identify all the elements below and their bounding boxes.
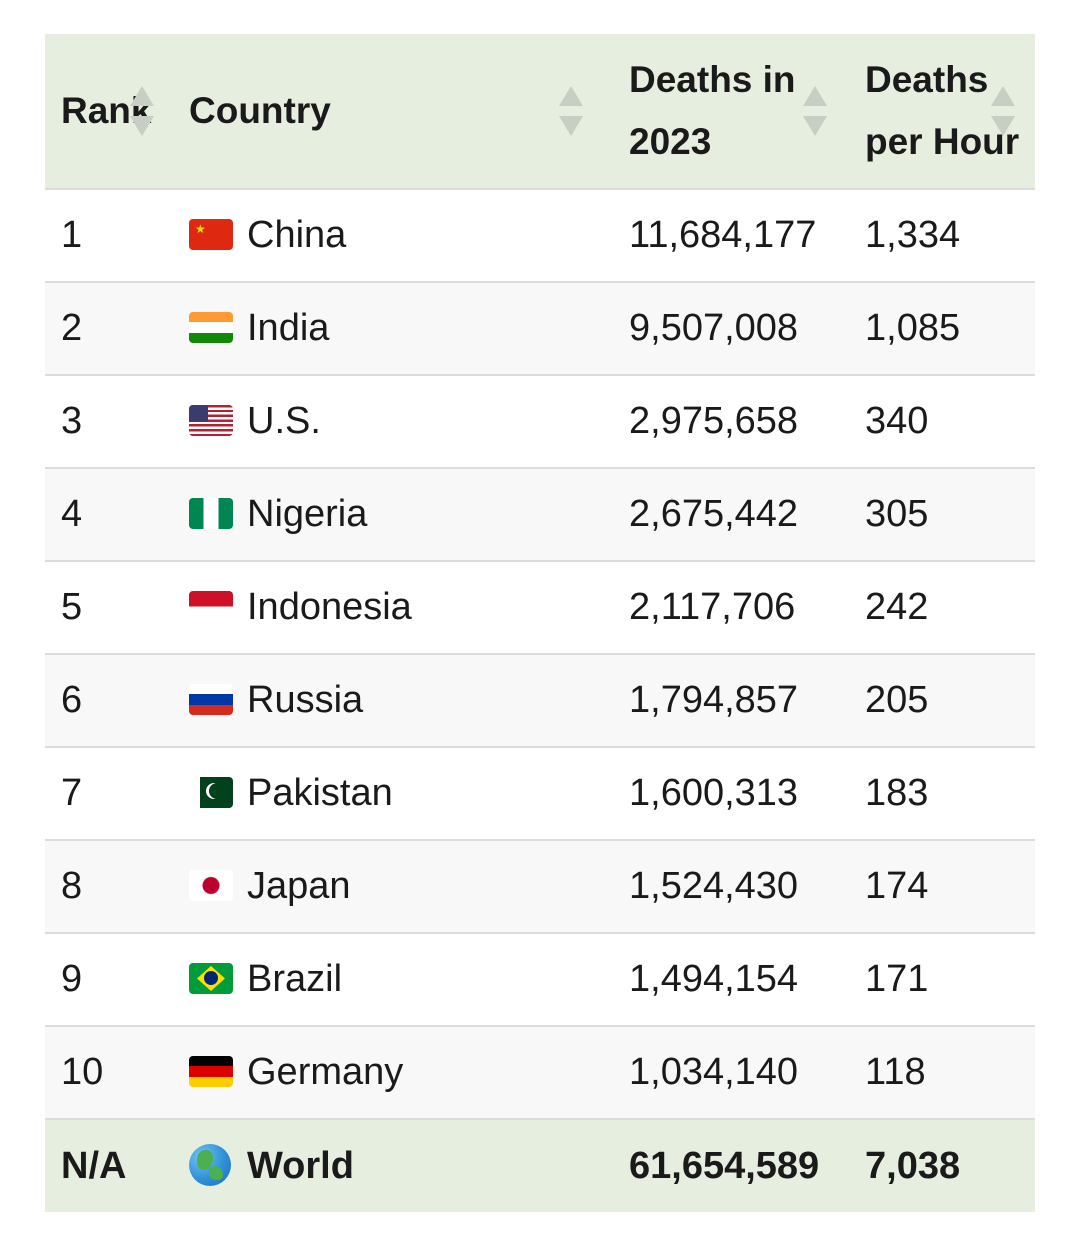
india-flag-icon — [189, 312, 233, 343]
rank-cell: 2 — [61, 307, 83, 349]
country-sort-icon[interactable] — [559, 86, 583, 136]
per-hour-sort-icon[interactable] — [991, 86, 1015, 136]
table-row: 2 India 9,507,008 1,085 — [45, 282, 1035, 375]
deaths-cell: 1,034,140 — [629, 1051, 799, 1093]
deaths-header-line2: 2023 — [629, 121, 712, 162]
deaths-column-header[interactable]: Deaths in 2023 — [613, 34, 849, 189]
deaths-sort-icon[interactable] — [803, 86, 827, 136]
table-row: 4 Nigeria 2,675,442 305 — [45, 468, 1035, 561]
country-cell: Brazil — [173, 933, 613, 1026]
deaths-cell: 1,600,313 — [629, 772, 799, 814]
rank-cell: 5 — [61, 586, 83, 628]
per-hour-header-line1: Deaths — [865, 59, 989, 100]
china-flag-icon: ★ — [189, 219, 233, 250]
country-name: World — [247, 1145, 354, 1187]
usa-flag-icon — [189, 405, 233, 436]
country-cell: Japan — [173, 840, 613, 933]
country-header-label: Country — [189, 90, 331, 131]
per-hour-cell: 183 — [865, 772, 929, 814]
per-hour-column-header[interactable]: Deaths per Hour — [849, 34, 1035, 189]
rank-cell: 4 — [61, 493, 83, 535]
country-cell: Russia — [173, 654, 613, 747]
country-name: India — [247, 307, 330, 349]
table-body: 1 ★ China 11,684,177 1,334 2 India 9,507,008 1,0… — [45, 189, 1035, 1212]
deaths-cell: 2,675,442 — [629, 493, 799, 535]
deaths-cell: 1,794,857 — [629, 679, 799, 721]
rank-cell: 10 — [61, 1051, 104, 1093]
table-row: 6 Russia 1,794,857 205 — [45, 654, 1035, 747]
per-hour-cell: 1,334 — [865, 214, 961, 256]
country-cell: Indonesia — [173, 561, 613, 654]
country-name: Japan — [247, 865, 351, 907]
country-cell: Germany — [173, 1026, 613, 1119]
country-cell: Pakistan — [173, 747, 613, 840]
country-name: Pakistan — [247, 772, 393, 814]
rank-column-header[interactable]: Rank — [45, 34, 173, 189]
indonesia-flag-icon — [189, 591, 233, 622]
per-hour-cell: 171 — [865, 958, 929, 1000]
deaths-table-container: Rank Country Deaths in 2023 Deaths per H… — [45, 34, 1035, 1212]
country-cell: World — [173, 1119, 613, 1212]
table-header-row: Rank Country Deaths in 2023 Deaths per H… — [45, 34, 1035, 189]
per-hour-cell: 1,085 — [865, 307, 961, 349]
per-hour-cell: 205 — [865, 679, 929, 721]
table-row: 5 Indonesia 2,117,706 242 — [45, 561, 1035, 654]
deaths-cell: 1,494,154 — [629, 958, 799, 1000]
per-hour-cell: 7,038 — [865, 1144, 961, 1187]
deaths-cell: 9,507,008 — [629, 307, 799, 349]
country-name: Germany — [247, 1051, 404, 1093]
rank-cell: N/A — [61, 1144, 127, 1187]
country-cell: ★ China — [173, 189, 613, 282]
rank-cell: 3 — [61, 400, 83, 442]
per-hour-cell: 118 — [865, 1051, 926, 1093]
country-name: Indonesia — [247, 586, 412, 628]
table-row: 10 Germany 1,034,140 118 — [45, 1026, 1035, 1119]
germany-flag-icon — [189, 1056, 233, 1087]
per-hour-cell: 305 — [865, 493, 929, 535]
deaths-cell: 1,524,430 — [629, 865, 799, 907]
country-cell: India — [173, 282, 613, 375]
rank-cell: 9 — [61, 958, 83, 1000]
per-hour-cell: 242 — [865, 586, 929, 628]
deaths-header-line1: Deaths in — [629, 59, 796, 100]
country-name: U.S. — [247, 400, 321, 442]
table-row: 3 U.S. 2,975,658 340 — [45, 375, 1035, 468]
deaths-table: Rank Country Deaths in 2023 Deaths per H… — [45, 34, 1035, 1212]
country-name: Russia — [247, 679, 364, 721]
brazil-flag-icon — [189, 963, 233, 994]
country-cell: Nigeria — [173, 468, 613, 561]
rank-sort-icon[interactable] — [130, 86, 154, 136]
country-name: Nigeria — [247, 493, 368, 535]
table-row: 8 Japan 1,524,430 174 — [45, 840, 1035, 933]
rank-cell: 7 — [61, 772, 83, 814]
rank-cell: 1 — [61, 214, 83, 256]
per-hour-cell: 174 — [865, 865, 929, 907]
deaths-cell: 61,654,589 — [629, 1144, 820, 1187]
world-total-row: N/A World 61,654,589 7,038 — [45, 1119, 1035, 1212]
country-cell: U.S. — [173, 375, 613, 468]
rank-cell: 8 — [61, 865, 83, 907]
deaths-cell: 11,684,177 — [629, 214, 817, 256]
nigeria-flag-icon — [189, 498, 233, 529]
country-column-header[interactable]: Country — [173, 34, 613, 189]
deaths-cell: 2,975,658 — [629, 400, 799, 442]
deaths-cell: 2,117,706 — [629, 586, 796, 628]
table-row: 1 ★ China 11,684,177 1,334 — [45, 189, 1035, 282]
rank-cell: 6 — [61, 679, 83, 721]
pakistan-flag-icon — [189, 777, 233, 808]
japan-flag-icon — [189, 870, 233, 901]
per-hour-cell: 340 — [865, 400, 929, 442]
globe-icon — [189, 1144, 231, 1186]
country-name: Brazil — [247, 958, 343, 1000]
country-name: China — [247, 214, 347, 256]
table-row: 9 Brazil 1,494,154 171 — [45, 933, 1035, 1026]
russia-flag-icon — [189, 684, 233, 715]
table-row: 7 Pakistan 1,600,313 183 — [45, 747, 1035, 840]
